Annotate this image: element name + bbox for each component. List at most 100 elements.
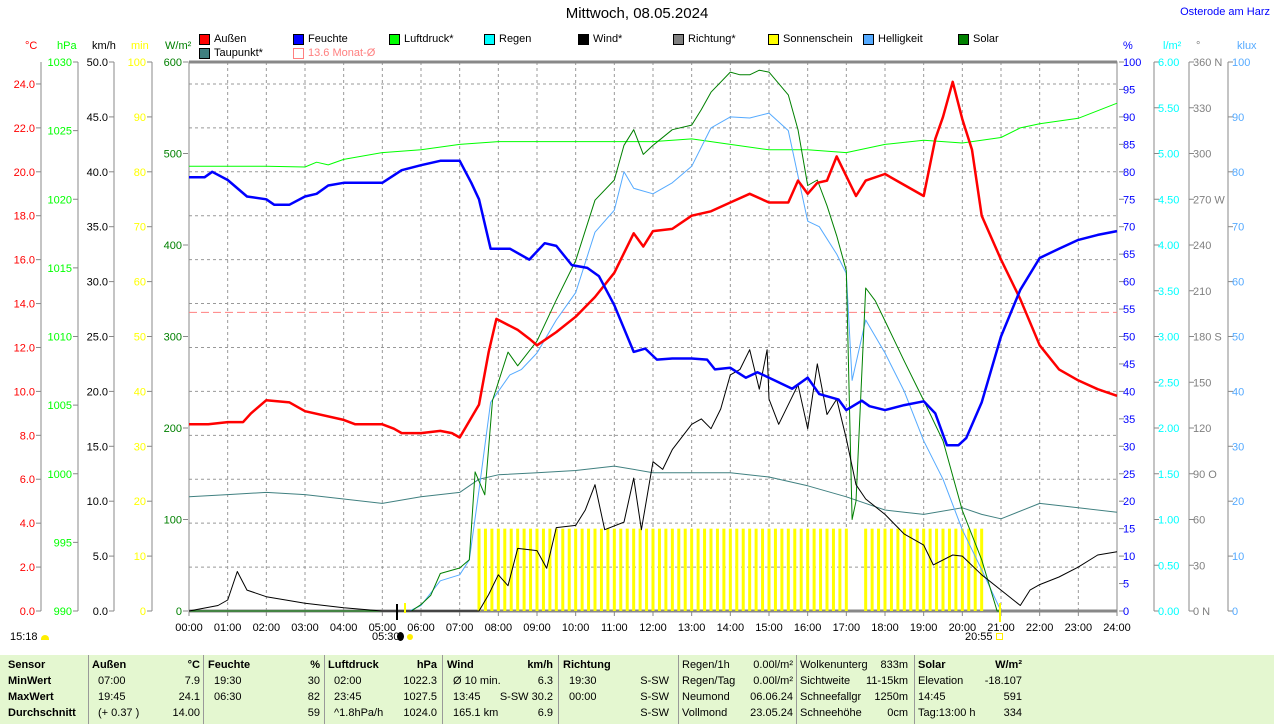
legend-label: Feuchte [308,33,348,45]
legend-label: Richtung* [688,33,736,45]
table-label: Schneehöhe [800,707,862,719]
sunshine-bar [896,528,900,611]
rain-tick-label: 1.00 [1158,515,1179,527]
table-label: 165.1 km [453,707,499,719]
temp-axis-unit: °C [25,40,37,52]
temp-tick-label: 0.0 [20,606,35,618]
column-divider [796,655,797,724]
temp-tick-label: 4.0 [20,518,35,530]
wind-tick-label: 35.0 [87,222,108,234]
sunshine-bar [954,528,958,611]
sun-tick-label: 30 [134,441,146,453]
table-label: MaxWert [8,691,54,703]
sunshine-bar [806,528,810,611]
sunshine-bar [561,528,565,611]
temp-tick-label: 24.0 [14,79,35,91]
wind-tick-label: 30.0 [87,277,108,289]
moon-icon [396,632,404,641]
sunshine-bar [761,528,765,611]
hum-tick-label: 30 [1123,441,1135,453]
hum-tick-label: 25 [1123,469,1135,481]
sunshine-bar [773,528,777,611]
sunshine-bar [864,528,868,611]
lux-tick-label: 0 [1232,606,1238,618]
sunshine-bar [928,528,932,611]
x-tick-label: 20:00 [949,622,977,634]
press-axis-unit: hPa [57,40,77,52]
temp-tick-label: 6.0 [20,474,35,486]
x-tick-label: 04:00 [330,622,358,634]
hum-tick-label: 85 [1123,139,1135,151]
table-label: Schneefallgr [800,691,862,703]
sunshine-bar [722,528,726,611]
table-label: Neumond [682,691,730,703]
lux-tick-label: 100 [1232,57,1250,69]
press-tick-label: 1000 [48,469,72,481]
sun-icon [406,634,413,640]
statistics-table: Sensor MinWert MaxWert Durchschnitt Außen °C 0… [0,655,1274,724]
sunshine-bar [690,528,694,611]
sunshine-bar [825,528,829,611]
sun-tick-label: 70 [134,222,146,234]
table-label: Elevation [918,675,964,687]
x-tick-label: 03:00 [291,622,319,634]
sun-icon [40,635,49,640]
sunshine-bar [786,528,790,611]
sun-tick-label: 40 [134,386,146,398]
x-tick-label: 11:00 [601,622,628,634]
x-tick-label: 10:00 [562,622,590,634]
table-value: 1022.3 [403,675,437,687]
table-value: 1027.5 [403,691,437,703]
wind-tick-label: 0.0 [93,606,108,618]
lux-tick-label: 30 [1232,441,1244,453]
legend-label: Luftdruck* [404,33,454,45]
rain-axis-unit: l/m² [1163,40,1182,52]
series-feuchte [189,159,1118,447]
wind-tick-label: 40.0 [87,167,108,179]
column-divider [88,655,89,724]
sunshine-bar [902,528,906,611]
solar-tick-label: 400 [164,240,182,252]
x-tick-label: 22:00 [1026,622,1054,634]
press-tick-label: 1025 [48,126,72,138]
legend-swatch [199,47,210,59]
x-tick-label: 13:00 [678,622,706,634]
hum-tick-label: 80 [1123,167,1135,179]
table-label: Regen/Tag [682,675,736,687]
sunshine-bar [645,528,649,611]
lux-axis-unit: klux [1237,40,1257,52]
sunshine-bar [567,528,571,611]
table-label: Vollmond [682,707,728,719]
legend-label: 13.6 Monat-Ø [308,47,376,59]
solar-tick-label: 600 [164,57,182,69]
legend-item: Regen [484,33,531,45]
x-tick-label: 14:00 [717,622,745,634]
rain-tick-label: 2.50 [1158,377,1179,389]
hum-tick-label: 55 [1123,304,1135,316]
temp-tick-label: 14.0 [14,299,35,311]
sunshine-bar [715,528,719,611]
table-label: Tag:13:00 h [918,707,976,719]
lux-tick-label: 50 [1232,332,1244,344]
legend-item: Richtung* [673,33,736,45]
legend-item: Wind* [578,33,622,45]
table-value: °C [187,659,200,671]
legend-item: Sonnenschein [768,33,853,45]
legend-item: Luftdruck* [389,33,454,45]
sunshine-bar [612,528,616,611]
wind-tick-label: 25.0 [87,332,108,344]
table-value: 0cm [887,707,908,719]
table-value: 6.9 [537,707,553,719]
rain-tick-label: 6.00 [1158,57,1179,69]
dir-tick-label: 60 [1193,515,1205,527]
dir-tick-label: 270 W [1193,194,1225,206]
dir-tick-label: 0 N [1193,606,1210,618]
dir-tick-label: 90 O [1193,469,1217,481]
dir-tick-label: 180 S [1193,332,1222,344]
sunshine-bar [967,528,971,611]
dir-tick-label: 360 N [1193,57,1222,69]
table-value: S-SW [640,707,669,719]
press-tick-label: 1010 [48,332,72,344]
table-value: 591 [1003,691,1022,703]
sunshine-bar [496,528,500,611]
